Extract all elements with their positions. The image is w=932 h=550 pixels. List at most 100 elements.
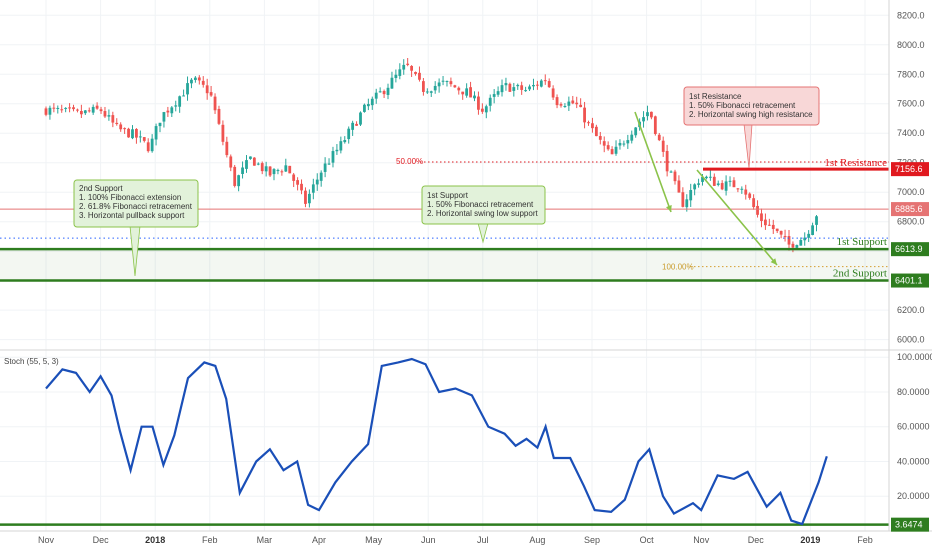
candle-body <box>528 86 531 90</box>
fib-50-label: 50.00% <box>396 157 423 166</box>
candle-body <box>398 69 402 76</box>
support-2-zone <box>0 249 889 281</box>
candle-body <box>76 109 79 111</box>
candle-body <box>300 183 303 191</box>
stoch-line <box>45 357 828 526</box>
candle-body <box>111 115 115 123</box>
candle-body <box>477 96 480 110</box>
candle-body <box>689 190 693 201</box>
candle-body <box>512 87 516 91</box>
support-1-label: 1st Support <box>837 236 887 248</box>
price-tag-label: 6613.9 <box>895 244 923 254</box>
time-tick-label: Feb <box>857 535 873 545</box>
candle-body <box>205 85 209 94</box>
candle-body <box>327 163 331 165</box>
candle-body <box>469 87 472 98</box>
support-1-note-line: 2. Horizontal swing low support <box>427 209 538 218</box>
candle-body <box>492 94 496 97</box>
candle-body <box>764 219 767 226</box>
candle-body <box>260 163 264 172</box>
candle-body <box>103 111 107 117</box>
candle-body <box>410 65 414 71</box>
candle-body <box>374 92 378 99</box>
price-tag-label: 6885.6 <box>895 204 923 214</box>
candle-body <box>811 225 814 235</box>
candle-body <box>465 88 469 96</box>
resistance-note-box <box>683 86 820 126</box>
candle-body <box>154 126 158 140</box>
time-tick-label: Nov <box>693 535 710 545</box>
candle-body <box>767 224 771 226</box>
candle-body <box>323 163 327 172</box>
candle-body <box>406 63 410 65</box>
candle-body <box>213 96 217 111</box>
stoch-tick-label: 40.0000 <box>897 456 930 466</box>
support-1-note[interactable]: 1st Support 1. 50% Fibonacci retracement… <box>421 185 546 244</box>
candle-body <box>150 138 154 152</box>
candle-body <box>68 107 71 109</box>
candle-body <box>425 91 429 93</box>
candle-body <box>508 83 512 92</box>
candle-body <box>370 98 374 106</box>
candle-body <box>457 87 461 91</box>
candle-body <box>614 146 618 154</box>
candle-body <box>304 190 307 204</box>
candle-body <box>64 107 68 109</box>
candle-body <box>500 85 504 93</box>
candle-body <box>657 134 661 141</box>
candle-body <box>748 193 752 198</box>
candle-body <box>402 64 406 70</box>
time-tick-label: Apr <box>312 535 326 545</box>
candle-body <box>91 106 95 113</box>
candle-body <box>575 102 579 105</box>
candle-body <box>138 136 142 138</box>
candle-body <box>366 104 370 107</box>
candle-body <box>775 228 779 232</box>
time-tick-label: Dec <box>93 535 110 545</box>
candle-body <box>331 151 335 163</box>
candle-body <box>716 183 720 185</box>
candle-body <box>461 91 465 95</box>
candle-body <box>799 240 803 246</box>
candle-body <box>343 140 347 143</box>
candle-body <box>634 127 638 136</box>
candle-body <box>378 91 382 93</box>
candle-body <box>193 77 197 81</box>
candle-body <box>233 166 237 186</box>
candle-body <box>182 95 185 97</box>
candle-body <box>225 141 229 156</box>
candle-body <box>532 84 535 87</box>
candle-body <box>339 141 343 151</box>
candle-body <box>559 104 563 106</box>
candle-body <box>292 174 296 181</box>
candle-body <box>245 160 248 169</box>
candle-body <box>174 105 178 107</box>
candle-body <box>669 171 673 173</box>
candle-body <box>504 83 508 86</box>
candle-body <box>665 150 669 172</box>
candle-body <box>728 180 732 182</box>
candle-body <box>783 236 787 238</box>
candle-body <box>162 112 166 122</box>
candle-body <box>335 149 339 152</box>
resistance-label: 1st Resistance <box>824 157 887 169</box>
price-tag-label: 7156.6 <box>895 164 923 174</box>
candle-body <box>229 156 233 168</box>
candle-body <box>598 136 602 140</box>
candle-body <box>697 183 700 185</box>
price-tick-label: 6000.0 <box>897 335 925 345</box>
candle-body <box>158 122 162 127</box>
candle-body <box>646 112 649 117</box>
price-tick-label: 8200.0 <box>897 10 925 20</box>
time-tick-label: May <box>365 535 383 545</box>
candle-body <box>563 106 567 108</box>
support-2-note[interactable]: 2nd Support 1. 100% Fibonacci extension … <box>73 179 199 277</box>
time-tick-label: Feb <box>202 535 218 545</box>
candle-body <box>606 145 610 150</box>
candle-body <box>123 128 127 130</box>
resistance-note[interactable]: 1st Resistance 1. 50% Fibonacci retracem… <box>683 86 820 169</box>
candle-body <box>284 165 288 172</box>
candle-body <box>602 141 606 146</box>
trend-arrows <box>634 111 778 266</box>
